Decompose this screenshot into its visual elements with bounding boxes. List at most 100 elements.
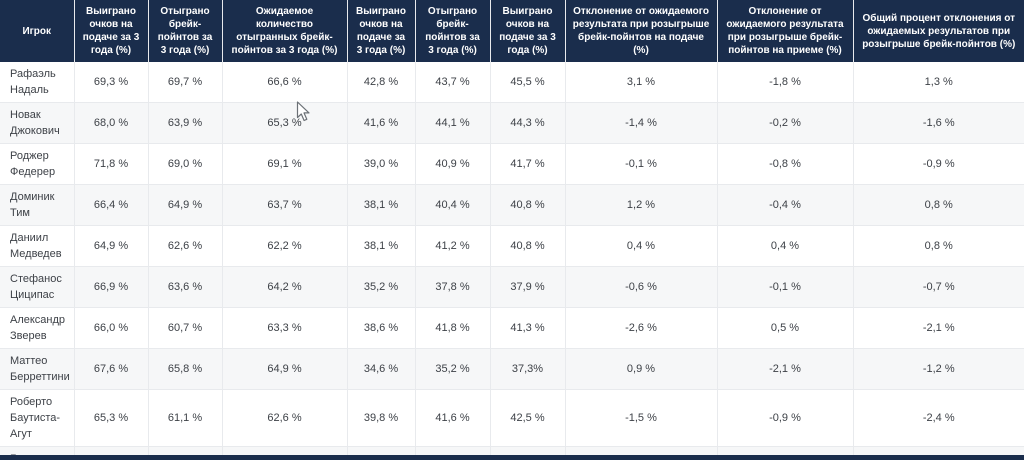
stat-cell: 65,8 %: [148, 348, 223, 390]
stat-cell: 62,6 %: [148, 225, 223, 267]
stat-cell: 39,0 %: [347, 143, 416, 185]
stat-cell: 35,2 %: [347, 266, 416, 308]
header-cell-expected-breakpoints-saved[interactable]: Ожидаемое количество отыгранных брейк-по…: [222, 0, 348, 62]
stat-cell: -0,9 %: [717, 389, 854, 447]
stat-cell: -2,4 %: [853, 389, 1024, 447]
table-row-berrettini: Маттео Берреттини 67,6 % 65,8 % 64,9 % 3…: [0, 348, 1024, 390]
table-row-zverev: Александр Зверев 66,0 % 60,7 % 63,3 % 38…: [0, 307, 1024, 349]
stat-cell: 38,1 %: [347, 225, 416, 267]
stat-cell: -0,8 %: [717, 143, 854, 185]
stat-cell: -0,9 %: [853, 143, 1024, 185]
stat-cell: -1,5 %: [565, 389, 718, 447]
stat-cell: 42,8 %: [347, 62, 416, 103]
stat-cell: -2,1 %: [717, 348, 854, 390]
stat-cell: 64,9 %: [222, 348, 348, 390]
stat-cell: 40,8 %: [490, 184, 566, 226]
stat-cell: 37,9 %: [490, 266, 566, 308]
player-name-cell: Даниил Медведев: [0, 225, 75, 267]
stat-cell: -1,4 %: [565, 102, 718, 144]
stat-cell: 66,0 %: [74, 307, 149, 349]
stat-cell: -0,6 %: [565, 266, 718, 308]
stat-cell: 67,6 %: [74, 348, 149, 390]
stat-cell: 44,3 %: [490, 102, 566, 144]
player-name-cell: Александр Зверев: [0, 307, 75, 349]
player-name-cell: Рафаэль Надаль: [0, 62, 75, 103]
stat-cell: -2,6 %: [565, 307, 718, 349]
table-row-federer: Роджер Федерер 71,8 % 69,0 % 69,1 % 39,0…: [0, 143, 1024, 185]
header-cell-deviation-return[interactable]: Отклонение от ожидаемого результата при …: [717, 0, 854, 62]
stat-cell: 38,6 %: [347, 307, 416, 349]
stat-cell: 40,8 %: [490, 225, 566, 267]
stat-cell: 40,4 %: [415, 184, 491, 226]
header-cell-player[interactable]: Игрок: [0, 0, 75, 62]
stat-cell: -1,8 %: [717, 62, 854, 103]
stat-cell: 3,1 %: [565, 62, 718, 103]
stat-cell: 37,8 %: [415, 266, 491, 308]
stat-cell: 40,9 %: [415, 143, 491, 185]
header-cell-breakpoints-won[interactable]: Отыграно брейк-пойнтов за 3 года (%): [415, 0, 491, 62]
table-row-bautista-agut: Роберто Баутиста-Агут 65,3 % 61,1 % 62,6…: [0, 389, 1024, 447]
stat-cell: 63,3 %: [222, 307, 348, 349]
stat-cell: 60,7 %: [148, 307, 223, 349]
stat-cell: 41,8 %: [415, 307, 491, 349]
stat-cell: 0,5 %: [717, 307, 854, 349]
stat-cell: 65,3 %: [74, 389, 149, 447]
stat-cell: 38,1 %: [347, 184, 416, 226]
stat-cell: 69,1 %: [222, 143, 348, 185]
stat-cell: 42,5 %: [490, 389, 566, 447]
stat-cell: 41,7 %: [490, 143, 566, 185]
stat-cell: 63,9 %: [148, 102, 223, 144]
player-name-cell: Роберто Баутиста-Агут: [0, 389, 75, 447]
stat-cell: 0,4 %: [717, 225, 854, 267]
header-cell-deviation-serve[interactable]: Отклонение от ожидаемого результата при …: [565, 0, 718, 62]
stat-cell: 41,6 %: [347, 102, 416, 144]
stat-cell: 39,8 %: [347, 389, 416, 447]
stat-cell: 41,3 %: [490, 307, 566, 349]
stat-cell: 34,6 %: [347, 348, 416, 390]
bottom-bar: [0, 455, 1024, 460]
player-name-cell: Маттео Берреттини: [0, 348, 75, 390]
header-cell-serve-points-won-2[interactable]: Выиграно очков на подаче за 3 года (%): [347, 0, 416, 62]
stat-cell: 64,2 %: [222, 266, 348, 308]
stat-cell: 64,9 %: [148, 184, 223, 226]
stat-cell: 68,0 %: [74, 102, 149, 144]
stat-cell: 63,6 %: [148, 266, 223, 308]
stat-cell: 41,2 %: [415, 225, 491, 267]
player-name-cell: Стефанос Циципас: [0, 266, 75, 308]
stat-cell: 69,3 %: [74, 62, 149, 103]
header-cell-serve-points-won-3[interactable]: Выиграно очков на подаче за 3 года (%): [490, 0, 566, 62]
stat-cell: 0,8 %: [853, 184, 1024, 226]
table-body: Рафаэль Надаль 69,3 % 69,7 % 66,6 % 42,8…: [0, 62, 1024, 460]
stat-cell: 62,6 %: [222, 389, 348, 447]
table-row-djokovic: Новак Джокович 68,0 % 63,9 % 65,3 % 41,6…: [0, 102, 1024, 144]
stat-cell: 43,7 %: [415, 62, 491, 103]
stat-cell: 64,9 %: [74, 225, 149, 267]
player-name-cell: Роджер Федерер: [0, 143, 75, 185]
stat-cell: -1,6 %: [853, 102, 1024, 144]
stat-cell: -1,2 %: [853, 348, 1024, 390]
table-header: Игрок Выиграно очков на подаче за 3 года…: [0, 0, 1024, 62]
header-cell-serve-points-won[interactable]: Выиграно очков на подаче за 3 года (%): [74, 0, 149, 62]
stat-cell: 61,1 %: [148, 389, 223, 447]
stat-cell: -2,1 %: [853, 307, 1024, 349]
stat-cell: 63,7 %: [222, 184, 348, 226]
stat-cell: 69,0 %: [148, 143, 223, 185]
stat-cell: 35,2 %: [415, 348, 491, 390]
table-row-medvedev: Даниил Медведев 64,9 % 62,6 % 62,2 % 38,…: [0, 225, 1024, 267]
header-row: Игрок Выиграно очков на подаче за 3 года…: [0, 0, 1024, 62]
player-name-cell: Доминик Тим: [0, 184, 75, 226]
stat-cell: 0,9 %: [565, 348, 718, 390]
stat-cell: -0,1 %: [565, 143, 718, 185]
header-cell-breakpoints-saved[interactable]: Отыграно брейк-пойнтов за 3 года (%): [148, 0, 223, 62]
header-cell-total-deviation[interactable]: Общий процент отклонения от ожидаемых ре…: [853, 0, 1024, 62]
table-row-nadal: Рафаэль Надаль 69,3 % 69,7 % 66,6 % 42,8…: [0, 62, 1024, 103]
stat-cell: 71,8 %: [74, 143, 149, 185]
stat-cell: 1,2 %: [565, 184, 718, 226]
stat-cell: 0,4 %: [565, 225, 718, 267]
table-row-tsitsipas: Стефанос Циципас 66,9 % 63,6 % 64,2 % 35…: [0, 266, 1024, 308]
stat-cell: 41,6 %: [415, 389, 491, 447]
stat-cell: 66,4 %: [74, 184, 149, 226]
stat-cell: 66,6 %: [222, 62, 348, 103]
